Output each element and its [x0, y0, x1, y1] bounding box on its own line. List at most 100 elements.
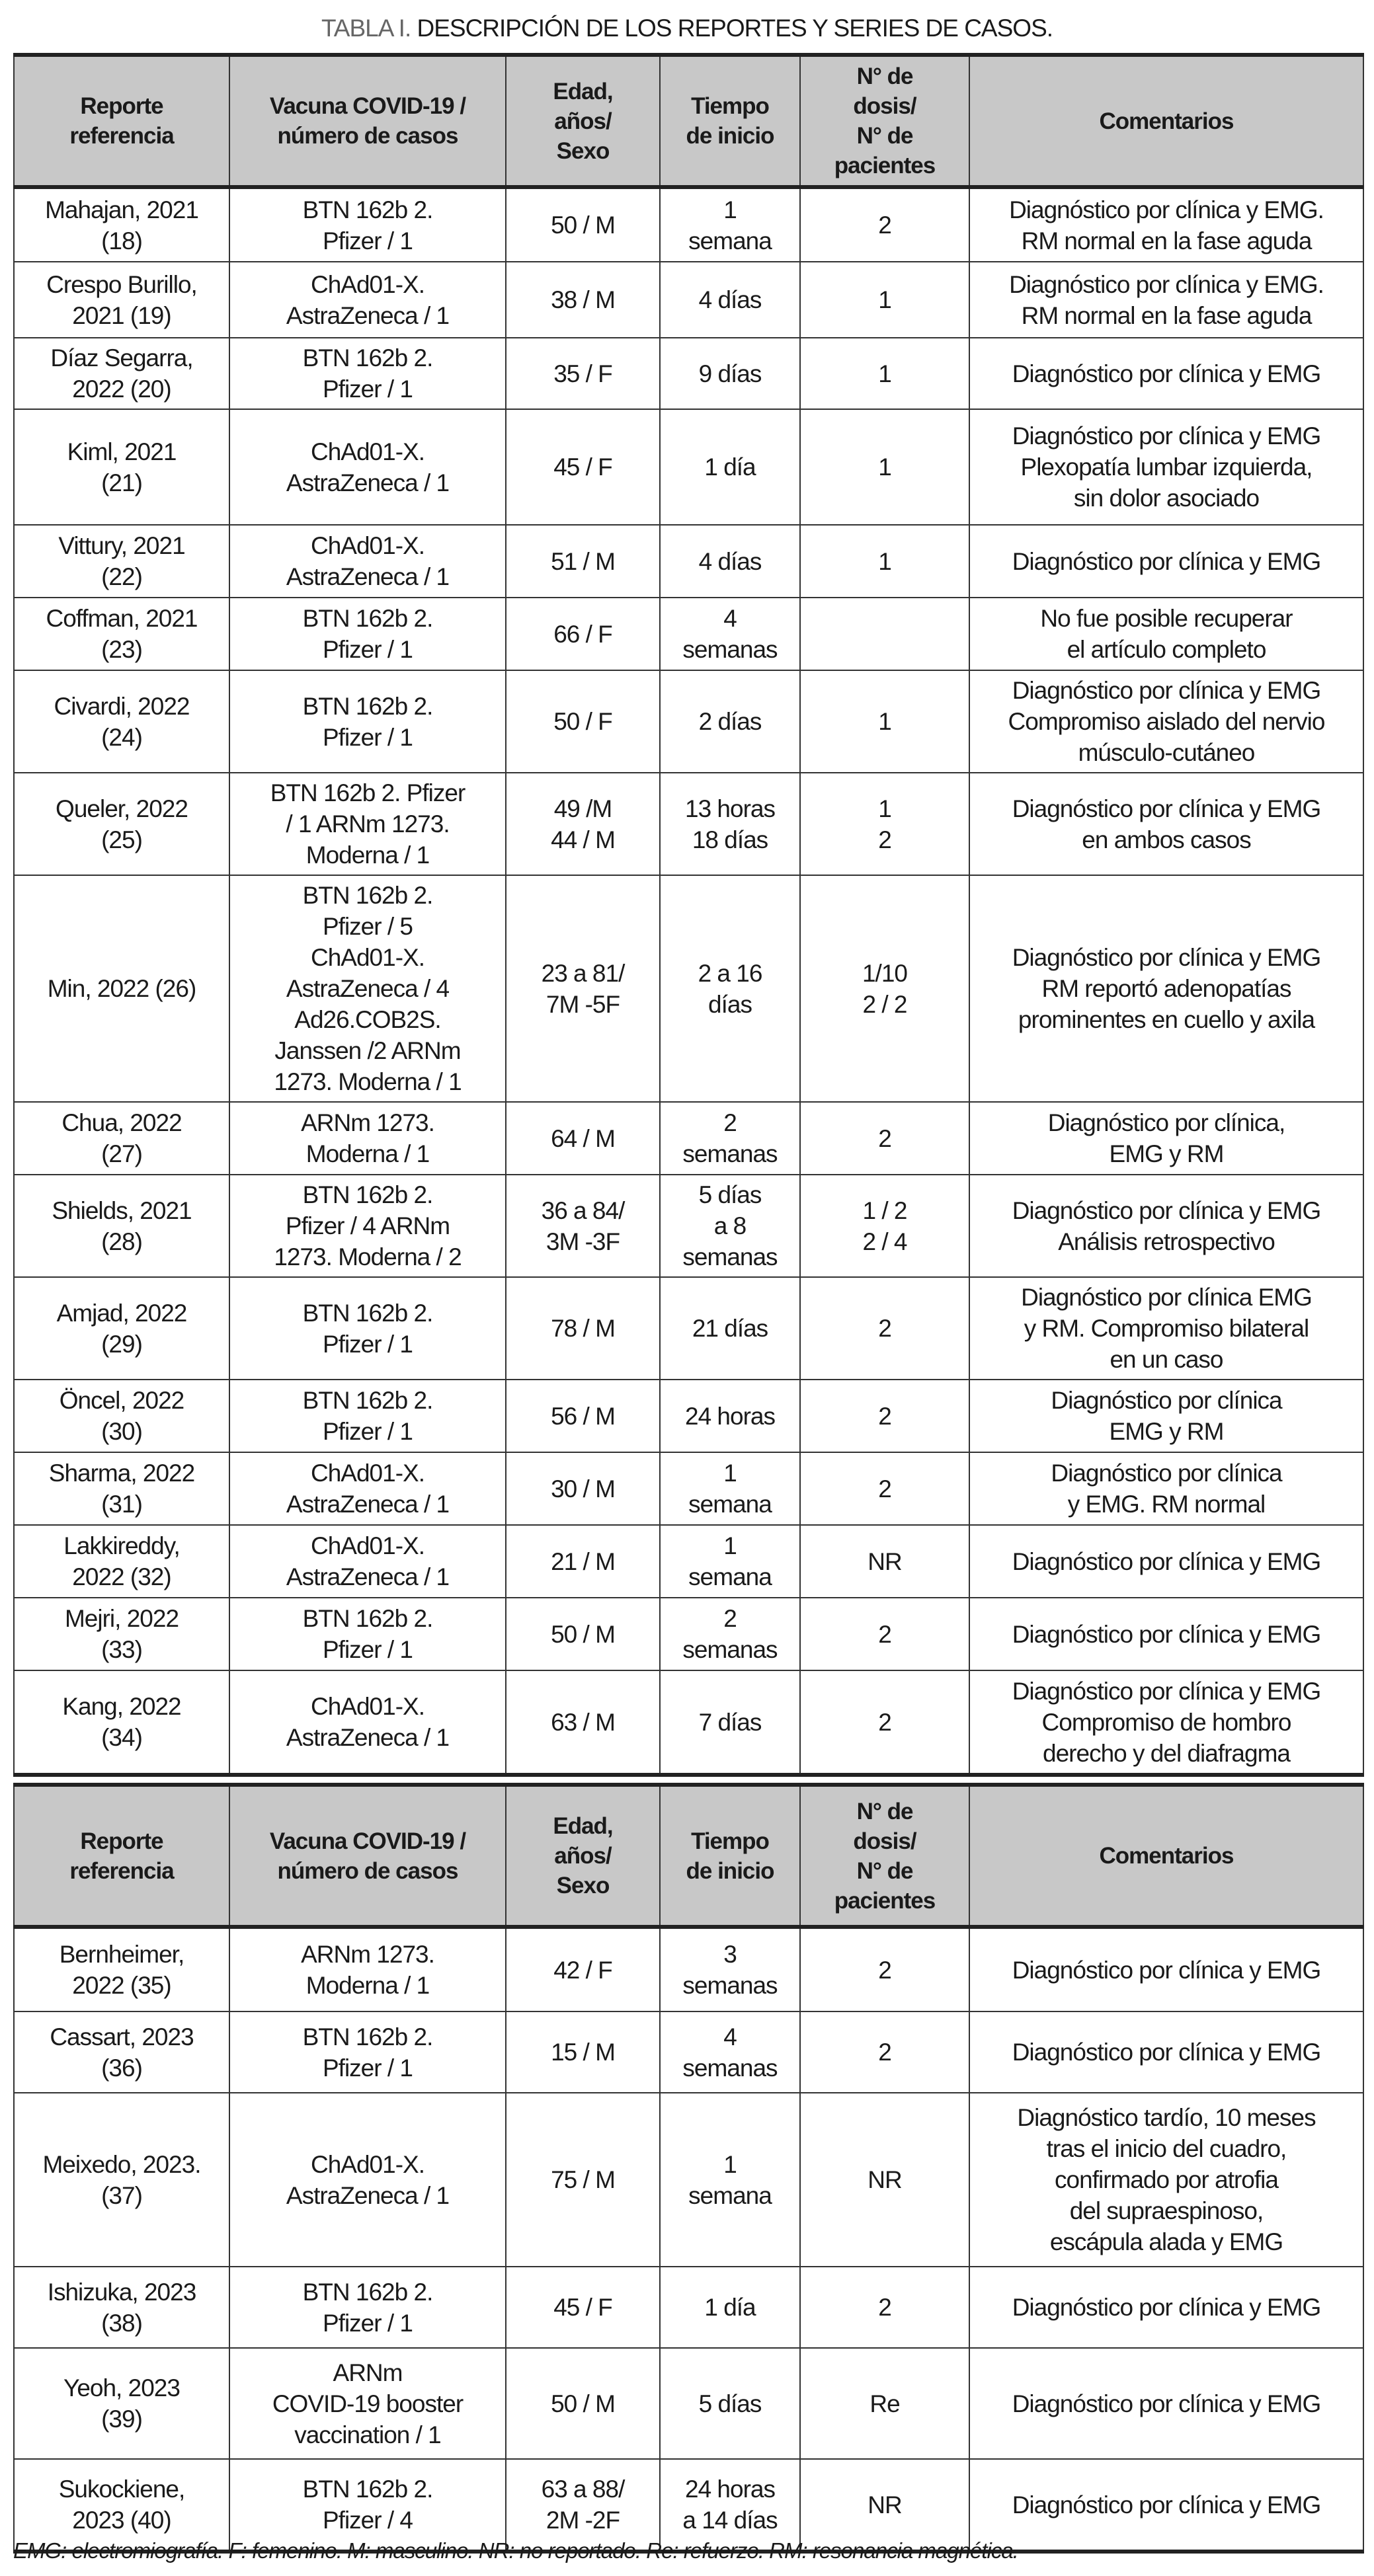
cell-onset-time: 24 horas: [659, 1379, 801, 1453]
cell-vaccine: BTN 162b 2. Pfizer / 1: [229, 1379, 506, 1453]
cell-doses-patients: 1: [799, 261, 970, 338]
cell-doses-patients: 2: [799, 2011, 970, 2093]
cell-onset-time: 1 semana: [659, 2092, 801, 2267]
table-row: Kiml, 2021 (21) ChAd01-X. AstraZeneca / 1…: [13, 409, 1364, 526]
cell-comments: Diagnóstico por clínica y EMG. RM normal…: [969, 186, 1364, 262]
cell-reference: Yeoh, 2023 (39): [13, 2347, 230, 2460]
cell-onset-time: 4 semanas: [659, 597, 801, 671]
cell-comments: Diagnóstico por clínica y EMG: [969, 2011, 1364, 2093]
cell-comments: Diagnóstico por clínica y EMG: [969, 1597, 1364, 1671]
cell-reference: Lakkireddy, 2022 (32): [13, 1524, 230, 1598]
cell-vaccine: BTN 162b 2. Pfizer / 1: [229, 597, 506, 671]
cell-vaccine: BTN 162b 2. Pfizer / 1: [229, 2266, 506, 2349]
column-header-reference: Reporte referencia: [13, 54, 230, 188]
cell-onset-time: 1 día: [659, 2266, 801, 2349]
cell-vaccine: ARNm COVID-19 booster vaccination / 1: [229, 2347, 506, 2460]
cell-doses-patients: NR: [799, 2458, 970, 2552]
cell-comments: Diagnóstico por clínica y EMG. RM normal…: [969, 261, 1364, 338]
cell-doses-patients: 2: [799, 1670, 970, 1776]
cell-vaccine: ARNm 1273. Moderna / 1: [229, 1101, 506, 1175]
table-row: Bernheimer, 2022 (35) ARNm 1273. Moderna …: [13, 1926, 1364, 2012]
column-header-onset-time: Tiempo de inicio: [659, 54, 801, 188]
cell-vaccine: ChAd01-X. AstraZeneca / 1: [229, 1524, 506, 1598]
cell-reference: Vittury, 2021 (22): [13, 524, 230, 598]
cell-doses-patients: 2: [799, 1276, 970, 1380]
cell-vaccine: ChAd01-X. AstraZeneca / 1: [229, 261, 506, 338]
cell-onset-time: 21 días: [659, 1276, 801, 1380]
cell-comments: Diagnóstico por clínica, EMG y RM: [969, 1101, 1364, 1175]
cell-reference: Meixedo, 2023. (37): [13, 2092, 230, 2267]
cell-comments: Diagnóstico tardío, 10 meses tras el ini…: [969, 2092, 1364, 2267]
cell-age-sex: 42 / F: [505, 1926, 661, 2012]
cell-vaccine: BTN 162b 2. Pfizer / 1: [229, 1597, 506, 1671]
cell-age-sex: 38 / M: [505, 261, 661, 338]
cell-vaccine: ARNm 1273. Moderna / 1: [229, 1926, 506, 2012]
cell-onset-time: 4 días: [659, 524, 801, 598]
header-row: Reporte referencia Vacuna COVID-19 / núme…: [13, 1784, 1364, 1928]
table-row: Amjad, 2022 (29) BTN 162b 2. Pfizer / 1 78…: [13, 1276, 1364, 1380]
cell-comments: Diagnóstico por clínica y EMG Compromiso…: [969, 1670, 1364, 1776]
cell-doses-patients: NR: [799, 2092, 970, 2267]
cell-comments: Diagnóstico por clínica y EMG: [969, 2347, 1364, 2460]
cell-onset-time: 2 semanas: [659, 1597, 801, 1671]
cell-doses-patients: 2: [799, 2266, 970, 2349]
cell-age-sex: 66 / F: [505, 597, 661, 671]
cell-age-sex: 56 / M: [505, 1379, 661, 1453]
cell-comments: Diagnóstico por clínica y EMG Análisis r…: [969, 1174, 1364, 1278]
cell-doses-patients: 2: [799, 1379, 970, 1453]
table-row: Vittury, 2021 (22) ChAd01-X. AstraZeneca …: [13, 524, 1364, 598]
cell-vaccine: BTN 162b 2. Pfizer / 1: [229, 337, 506, 410]
cell-reference: Chua, 2022 (27): [13, 1101, 230, 1175]
table-row: Sukockiene, 2023 (40) BTN 162b 2. Pfizer …: [13, 2458, 1364, 2552]
cell-age-sex: 50 / M: [505, 1597, 661, 1671]
cell-age-sex: 75 / M: [505, 2092, 661, 2267]
table-row: Queler, 2022 (25) BTN 162b 2. Pfizer / 1 …: [13, 772, 1364, 876]
cell-onset-time: 2 a 16 días: [659, 875, 801, 1103]
cell-doses-patients: 1: [799, 524, 970, 598]
cell-reference: Coffman, 2021 (23): [13, 597, 230, 671]
table-label: TABLA I.: [321, 15, 411, 42]
cell-comments: Diagnóstico por clínica EMG y RM: [969, 1379, 1364, 1453]
cell-comments: Diagnóstico por clínica y EMG: [969, 2266, 1364, 2349]
table-row: Yeoh, 2023 (39) ARNm COVID-19 booster vac…: [13, 2347, 1364, 2460]
cell-reference: Sharma, 2022 (31): [13, 1452, 230, 1526]
table-row: Meixedo, 2023. (37) ChAd01-X. AstraZeneca…: [13, 2092, 1364, 2267]
table-row: Crespo Burillo, 2021 (19) ChAd01-X. Astra…: [13, 261, 1364, 338]
cell-doses-patients: [799, 597, 970, 671]
cell-age-sex: 50 / M: [505, 186, 661, 262]
column-header-vaccine: Vacuna COVID-19 / número de casos: [229, 54, 506, 188]
cell-vaccine: BTN 162b 2. Pfizer / 4: [229, 2458, 506, 2552]
cell-vaccine: BTN 162b 2. Pfizer / 1: [229, 2011, 506, 2093]
table-row: Lakkireddy, 2022 (32) ChAd01-X. AstraZene…: [13, 1524, 1364, 1598]
cell-age-sex: 50 / M: [505, 2347, 661, 2460]
cell-age-sex: 50 / F: [505, 670, 661, 773]
cell-comments: Diagnóstico por clínica y EMG. RM normal: [969, 1452, 1364, 1526]
cell-doses-patients: 1 2: [799, 772, 970, 876]
cell-doses-patients: 2: [799, 1452, 970, 1526]
cell-vaccine: BTN 162b 2. Pfizer / 5 ChAd01-X. AstraZe…: [229, 875, 506, 1103]
column-header-age-sex: Edad, años/ Sexo: [505, 54, 661, 188]
column-header-age-sex: Edad, años/ Sexo: [505, 1784, 661, 1928]
cell-doses-patients: 2: [799, 1926, 970, 2012]
table-row: Cassart, 2023 (36) BTN 162b 2. Pfizer / 1…: [13, 2011, 1364, 2093]
cell-doses-patients: 1 / 2 2 / 4: [799, 1174, 970, 1278]
table-caption: DESCRIPCIÓN DE LOS REPORTES Y SERIES DE …: [411, 15, 1054, 42]
cell-reference: Bernheimer, 2022 (35): [13, 1926, 230, 2012]
column-header-doses-patients: N° de dosis/ N° de pacientes: [799, 1784, 970, 1928]
column-header-doses-patients: N° de dosis/ N° de pacientes: [799, 54, 970, 188]
cell-comments: Diagnóstico por clínica y EMG: [969, 337, 1364, 410]
cell-vaccine: BTN 162b 2. Pfizer / 1 ARNm 1273. Modern…: [229, 772, 506, 876]
cell-vaccine: BTN 162b 2. Pfizer / 1: [229, 1276, 506, 1380]
cell-vaccine: ChAd01-X. AstraZeneca / 1: [229, 409, 506, 526]
cell-reference: Kang, 2022 (34): [13, 1670, 230, 1776]
cell-onset-time: 4 semanas: [659, 2011, 801, 2093]
cell-reference: Öncel, 2022 (30): [13, 1379, 230, 1453]
cell-reference: Mejri, 2022 (33): [13, 1597, 230, 1671]
cell-age-sex: 64 / M: [505, 1101, 661, 1175]
cell-age-sex: 63 a 88/ 2M -2F: [505, 2458, 661, 2552]
cell-vaccine: ChAd01-X. AstraZeneca / 1: [229, 2092, 506, 2267]
table-row: Sharma, 2022 (31) ChAd01-X. AstraZeneca /…: [13, 1452, 1364, 1526]
cell-onset-time: 13 horas 18 días: [659, 772, 801, 876]
table-row: Shields, 2021 (28) BTN 162b 2. Pfizer / 4…: [13, 1174, 1364, 1278]
cell-onset-time: 5 días a 8 semanas: [659, 1174, 801, 1278]
